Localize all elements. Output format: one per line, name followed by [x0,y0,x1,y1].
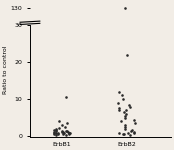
Point [130,128,133,131]
Point [122,98,124,100]
Point [61,133,64,135]
Point [65,130,68,133]
Point [60,124,63,126]
Point [57,131,60,134]
Point [128,134,131,136]
Point [123,128,126,130]
Point [65,129,68,132]
Point [129,105,132,108]
Point [68,132,71,134]
Point [65,134,68,136]
Point [120,94,123,97]
Point [61,131,64,133]
Point [132,131,135,133]
Point [120,120,122,123]
Point [129,129,132,132]
Point [55,128,57,131]
Point [68,132,70,135]
Point [124,126,127,128]
Point [118,107,121,110]
Point [66,131,69,133]
Point [52,131,55,133]
Point [117,91,120,93]
Point [68,131,71,134]
Point [123,111,126,113]
Point [124,7,126,10]
Point [53,132,56,135]
Point [122,133,125,136]
Point [65,96,67,99]
Point [67,132,70,135]
Point [117,131,120,134]
Point [124,117,126,119]
Point [117,102,120,104]
Point [55,130,58,132]
Point [127,131,130,134]
Point [57,120,60,123]
Point [124,115,126,117]
Point [54,128,57,130]
Point [53,132,55,135]
Point [123,124,126,126]
Point [127,103,130,106]
Point [55,132,57,134]
Point [117,109,120,111]
Point [64,126,66,128]
Point [55,134,58,136]
Point [57,133,60,136]
Point [124,109,127,111]
Point [62,131,65,134]
Point [66,122,69,124]
Point [133,122,136,124]
Point [53,129,56,132]
Point [60,130,63,133]
Point [133,118,135,121]
Point [125,54,128,56]
Point [62,131,64,133]
Point [133,132,136,135]
Y-axis label: Ratio to control: Ratio to control [3,46,8,94]
Point [124,113,127,115]
Point [57,127,60,129]
Point [122,132,125,135]
